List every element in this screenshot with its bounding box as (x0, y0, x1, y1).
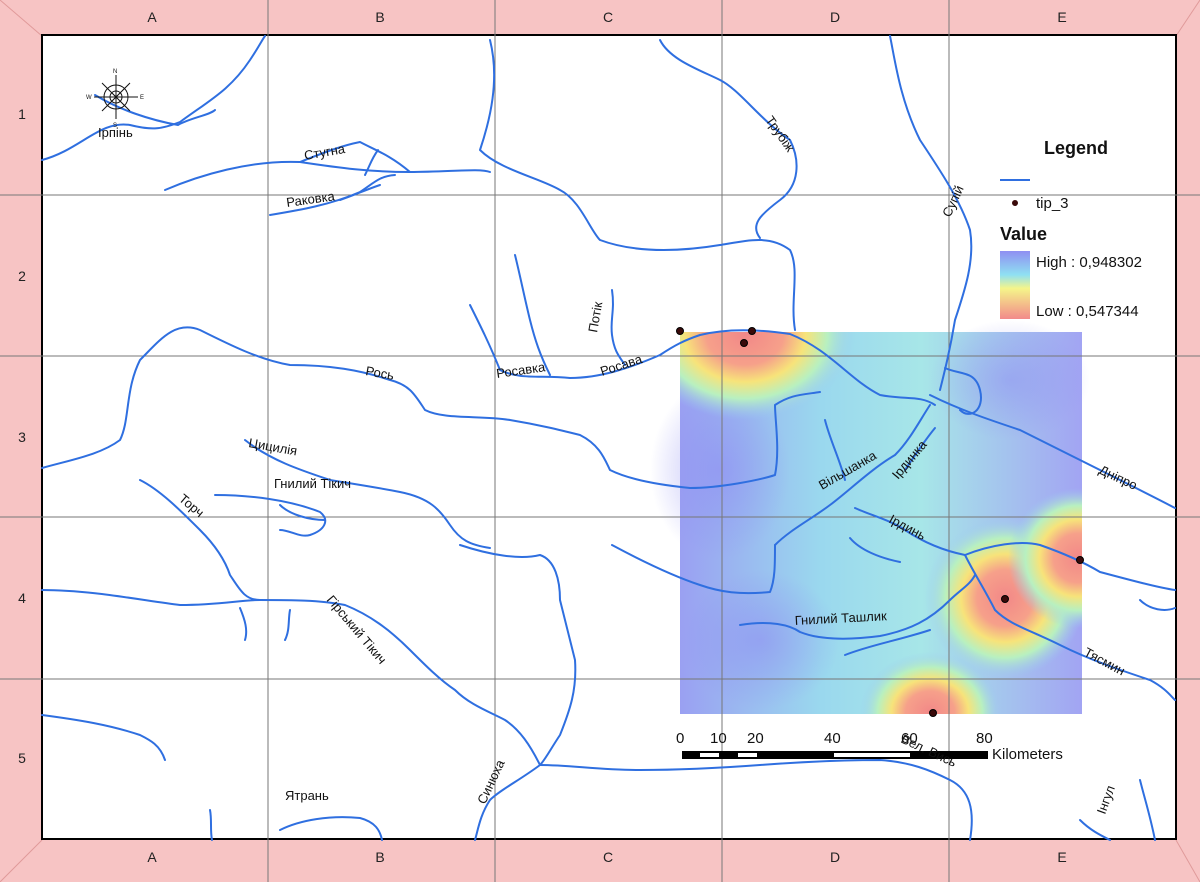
legend-graphics (1000, 179, 1030, 319)
sample-point (676, 327, 684, 335)
river-label: Гнилий Ташлик (794, 608, 887, 628)
scale-tick-label: 80 (976, 730, 993, 747)
sample-point (748, 327, 756, 335)
legend-point-layer: tip_3 (1036, 195, 1069, 212)
sample-point (1001, 595, 1009, 603)
grid-column-label: E (1057, 9, 1066, 25)
sample-point (740, 339, 748, 347)
scale-tick-label: 10 (710, 730, 727, 747)
grid-column-label: C (603, 849, 613, 865)
river-label: Гнилий Тікич (274, 476, 351, 491)
grid-row-label: 4 (18, 590, 26, 606)
sample-point (1076, 556, 1084, 564)
grid-row-labels-left: 1 2 3 4 5 (18, 106, 26, 766)
svg-text:S: S (113, 123, 117, 129)
scale-unit: Kilometers (992, 746, 1063, 763)
grid-column-label: E (1057, 849, 1066, 865)
sample-point (929, 709, 937, 717)
interpolation-surface (650, 320, 1090, 714)
scale-bar (682, 751, 988, 759)
river-label: Потік (585, 300, 605, 333)
scale-labels: 0 10 20 40 60 80 Kilometers (676, 730, 1063, 763)
svg-text:N: N (113, 69, 117, 75)
grid-row-label: 3 (18, 429, 26, 445)
grid-row-label: 2 (18, 268, 26, 284)
grid-column-label: D (830, 9, 840, 25)
grid-column-label: B (375, 849, 384, 865)
river-label: Раковка (285, 188, 336, 210)
svg-text:E: E (140, 95, 144, 101)
svg-text:W: W (86, 95, 92, 101)
grid-column-label: A (147, 9, 157, 25)
legend-value-title: Value (1000, 224, 1048, 244)
river-label: Стугна (303, 141, 347, 163)
grid-row-label: 1 (18, 106, 26, 122)
grid-column-label: B (375, 9, 384, 25)
river-label: Росавка (495, 359, 547, 381)
grid-column-label: C (603, 9, 613, 25)
river-label: Ятрань (285, 788, 329, 803)
grid-column-label: D (830, 849, 840, 865)
scale-tick-label: 40 (824, 730, 841, 747)
scale-tick-label: 20 (747, 730, 764, 747)
grid-row-label: 5 (18, 750, 26, 766)
river-label: Рось (364, 363, 395, 383)
grid-column-labels-top: A B C D E (147, 9, 1066, 25)
river-network (41, 35, 1176, 841)
river-label: Ірпінь (98, 125, 133, 140)
grid-column-label: A (147, 849, 157, 865)
sample-points (676, 327, 1084, 717)
compass-rose-icon: N S W E (86, 69, 144, 129)
scale-tick-label: 60 (901, 730, 918, 747)
grid-column-labels-bottom: A B C D E (147, 849, 1066, 865)
scale-tick-label: 0 (676, 730, 684, 747)
legend-high-label: High : 0,948302 (1036, 254, 1142, 271)
legend-low-label: Low : 0,547344 (1036, 303, 1139, 320)
legend-title: Legend (1044, 138, 1109, 158)
